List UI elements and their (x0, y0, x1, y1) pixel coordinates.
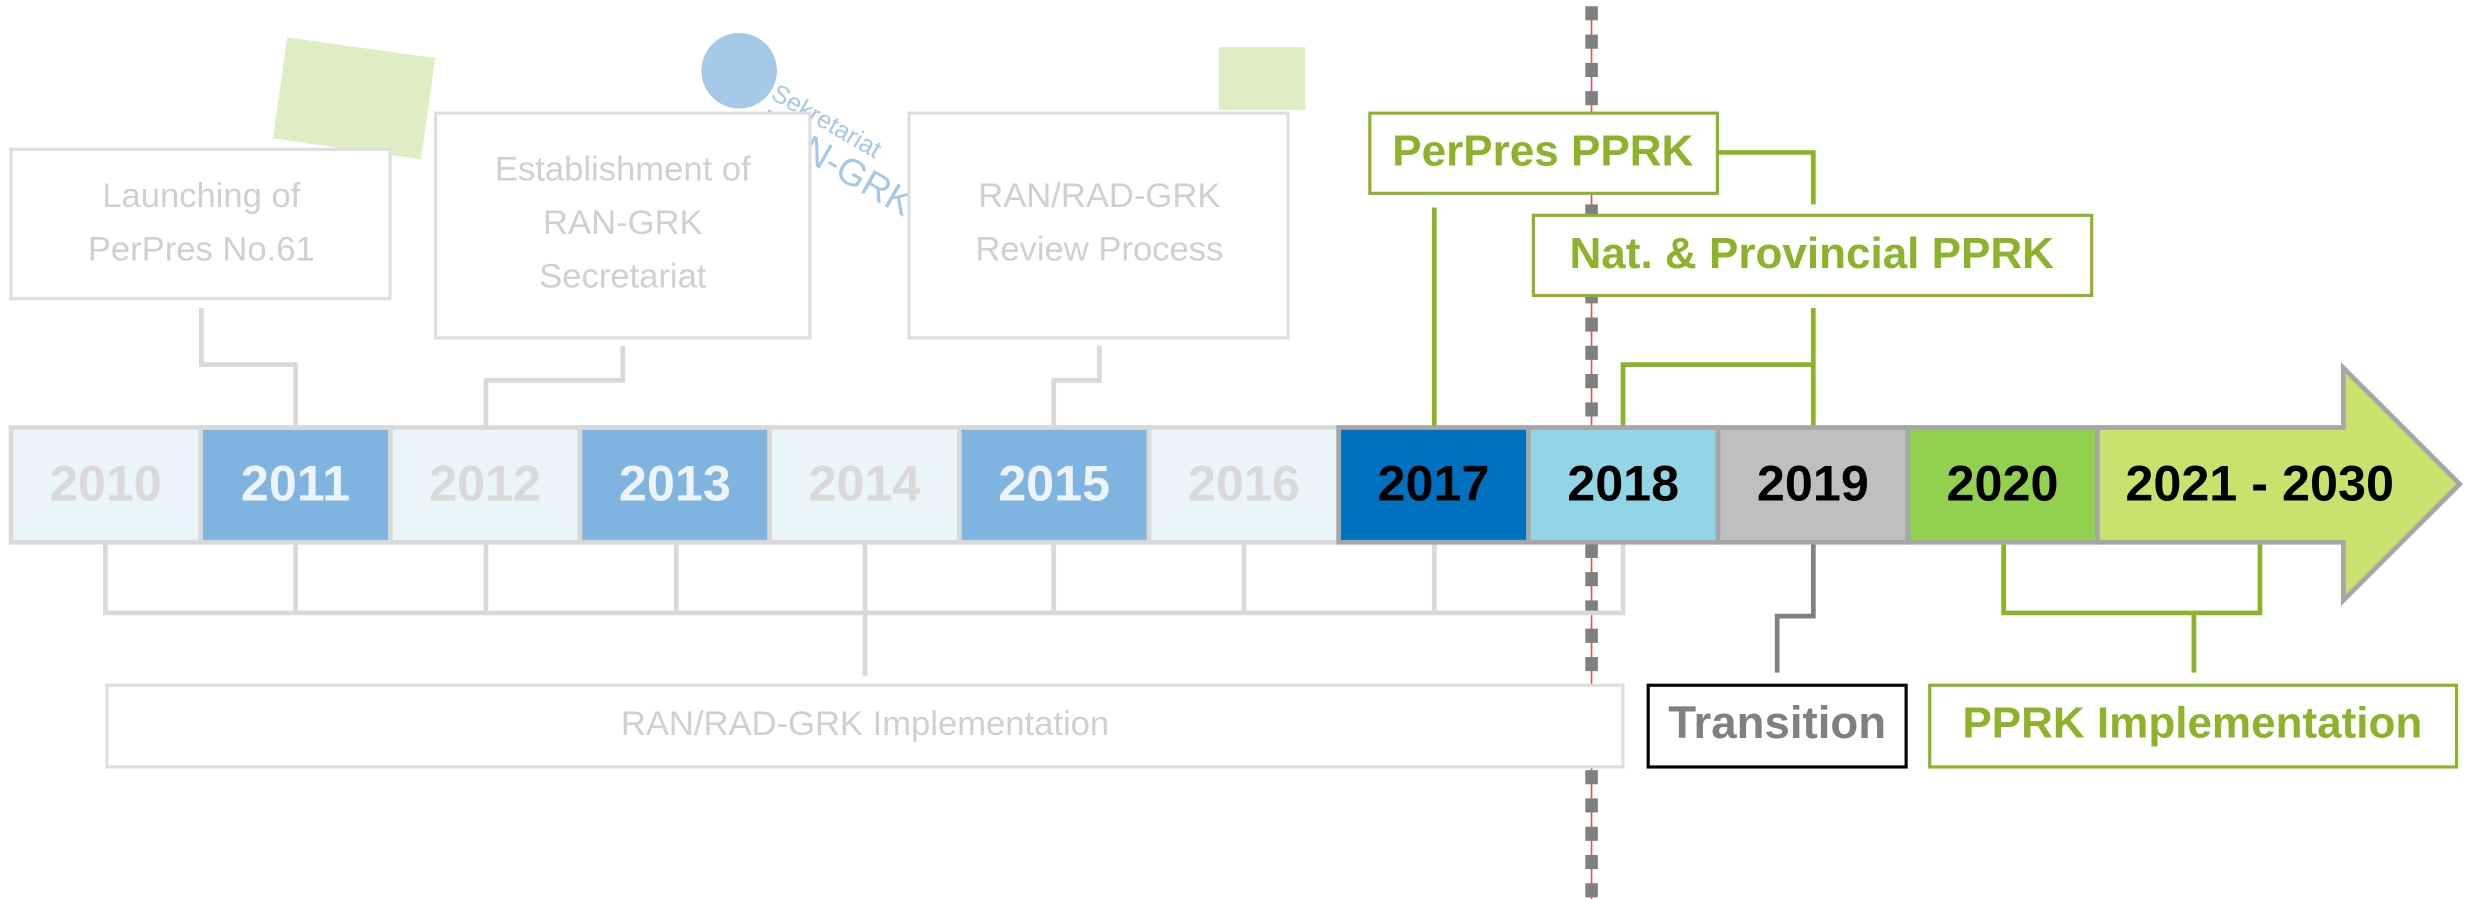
callout-text: PPRK Implementation (1962, 699, 2422, 748)
year-label: 2020 (1947, 455, 2059, 512)
year-label: 2019 (1757, 455, 1869, 512)
year-label: 2016 (1188, 455, 1300, 512)
callout-text: Review Process (975, 231, 1223, 269)
year-label: 2018 (1567, 455, 1679, 512)
year-label: 2014 (809, 455, 921, 512)
callout-text: RAN/RAD-GRK Implementation (621, 705, 1109, 743)
callout-text: Transition (1668, 697, 1886, 748)
year-bar: 2010 2011 2012 2013 2014 2015 2016 2017 2018 2019… (11, 368, 2460, 601)
callout-text: Launching of (102, 177, 300, 215)
callout-text: PerPres PPRK (1392, 127, 1693, 176)
callout-text: RAN-GRK (543, 204, 703, 242)
year-label: 2017 (1378, 455, 1490, 512)
year-label: 2015 (998, 455, 1110, 512)
year-label: 2021 - 2030 (2125, 455, 2394, 512)
callout-text: Establishment of (495, 150, 751, 188)
timeline-diagram: Sekretariat RAN-GRK Launching of PerPres… (0, 0, 2466, 899)
callout-text: PerPres No.61 (88, 231, 315, 269)
year-label: 2011 (241, 455, 350, 512)
page: {"timeline":{"years":["2010","2011","201… (0, 0, 2466, 899)
year-label: 2012 (429, 455, 541, 512)
callout-text: RAN/RAD-GRK (978, 177, 1220, 215)
year-label: 2010 (50, 455, 162, 512)
callout-text: Nat. & Provincial PPRK (1570, 229, 2055, 278)
year-label: 2013 (619, 455, 731, 512)
callout-text: Secretariat (539, 257, 707, 295)
